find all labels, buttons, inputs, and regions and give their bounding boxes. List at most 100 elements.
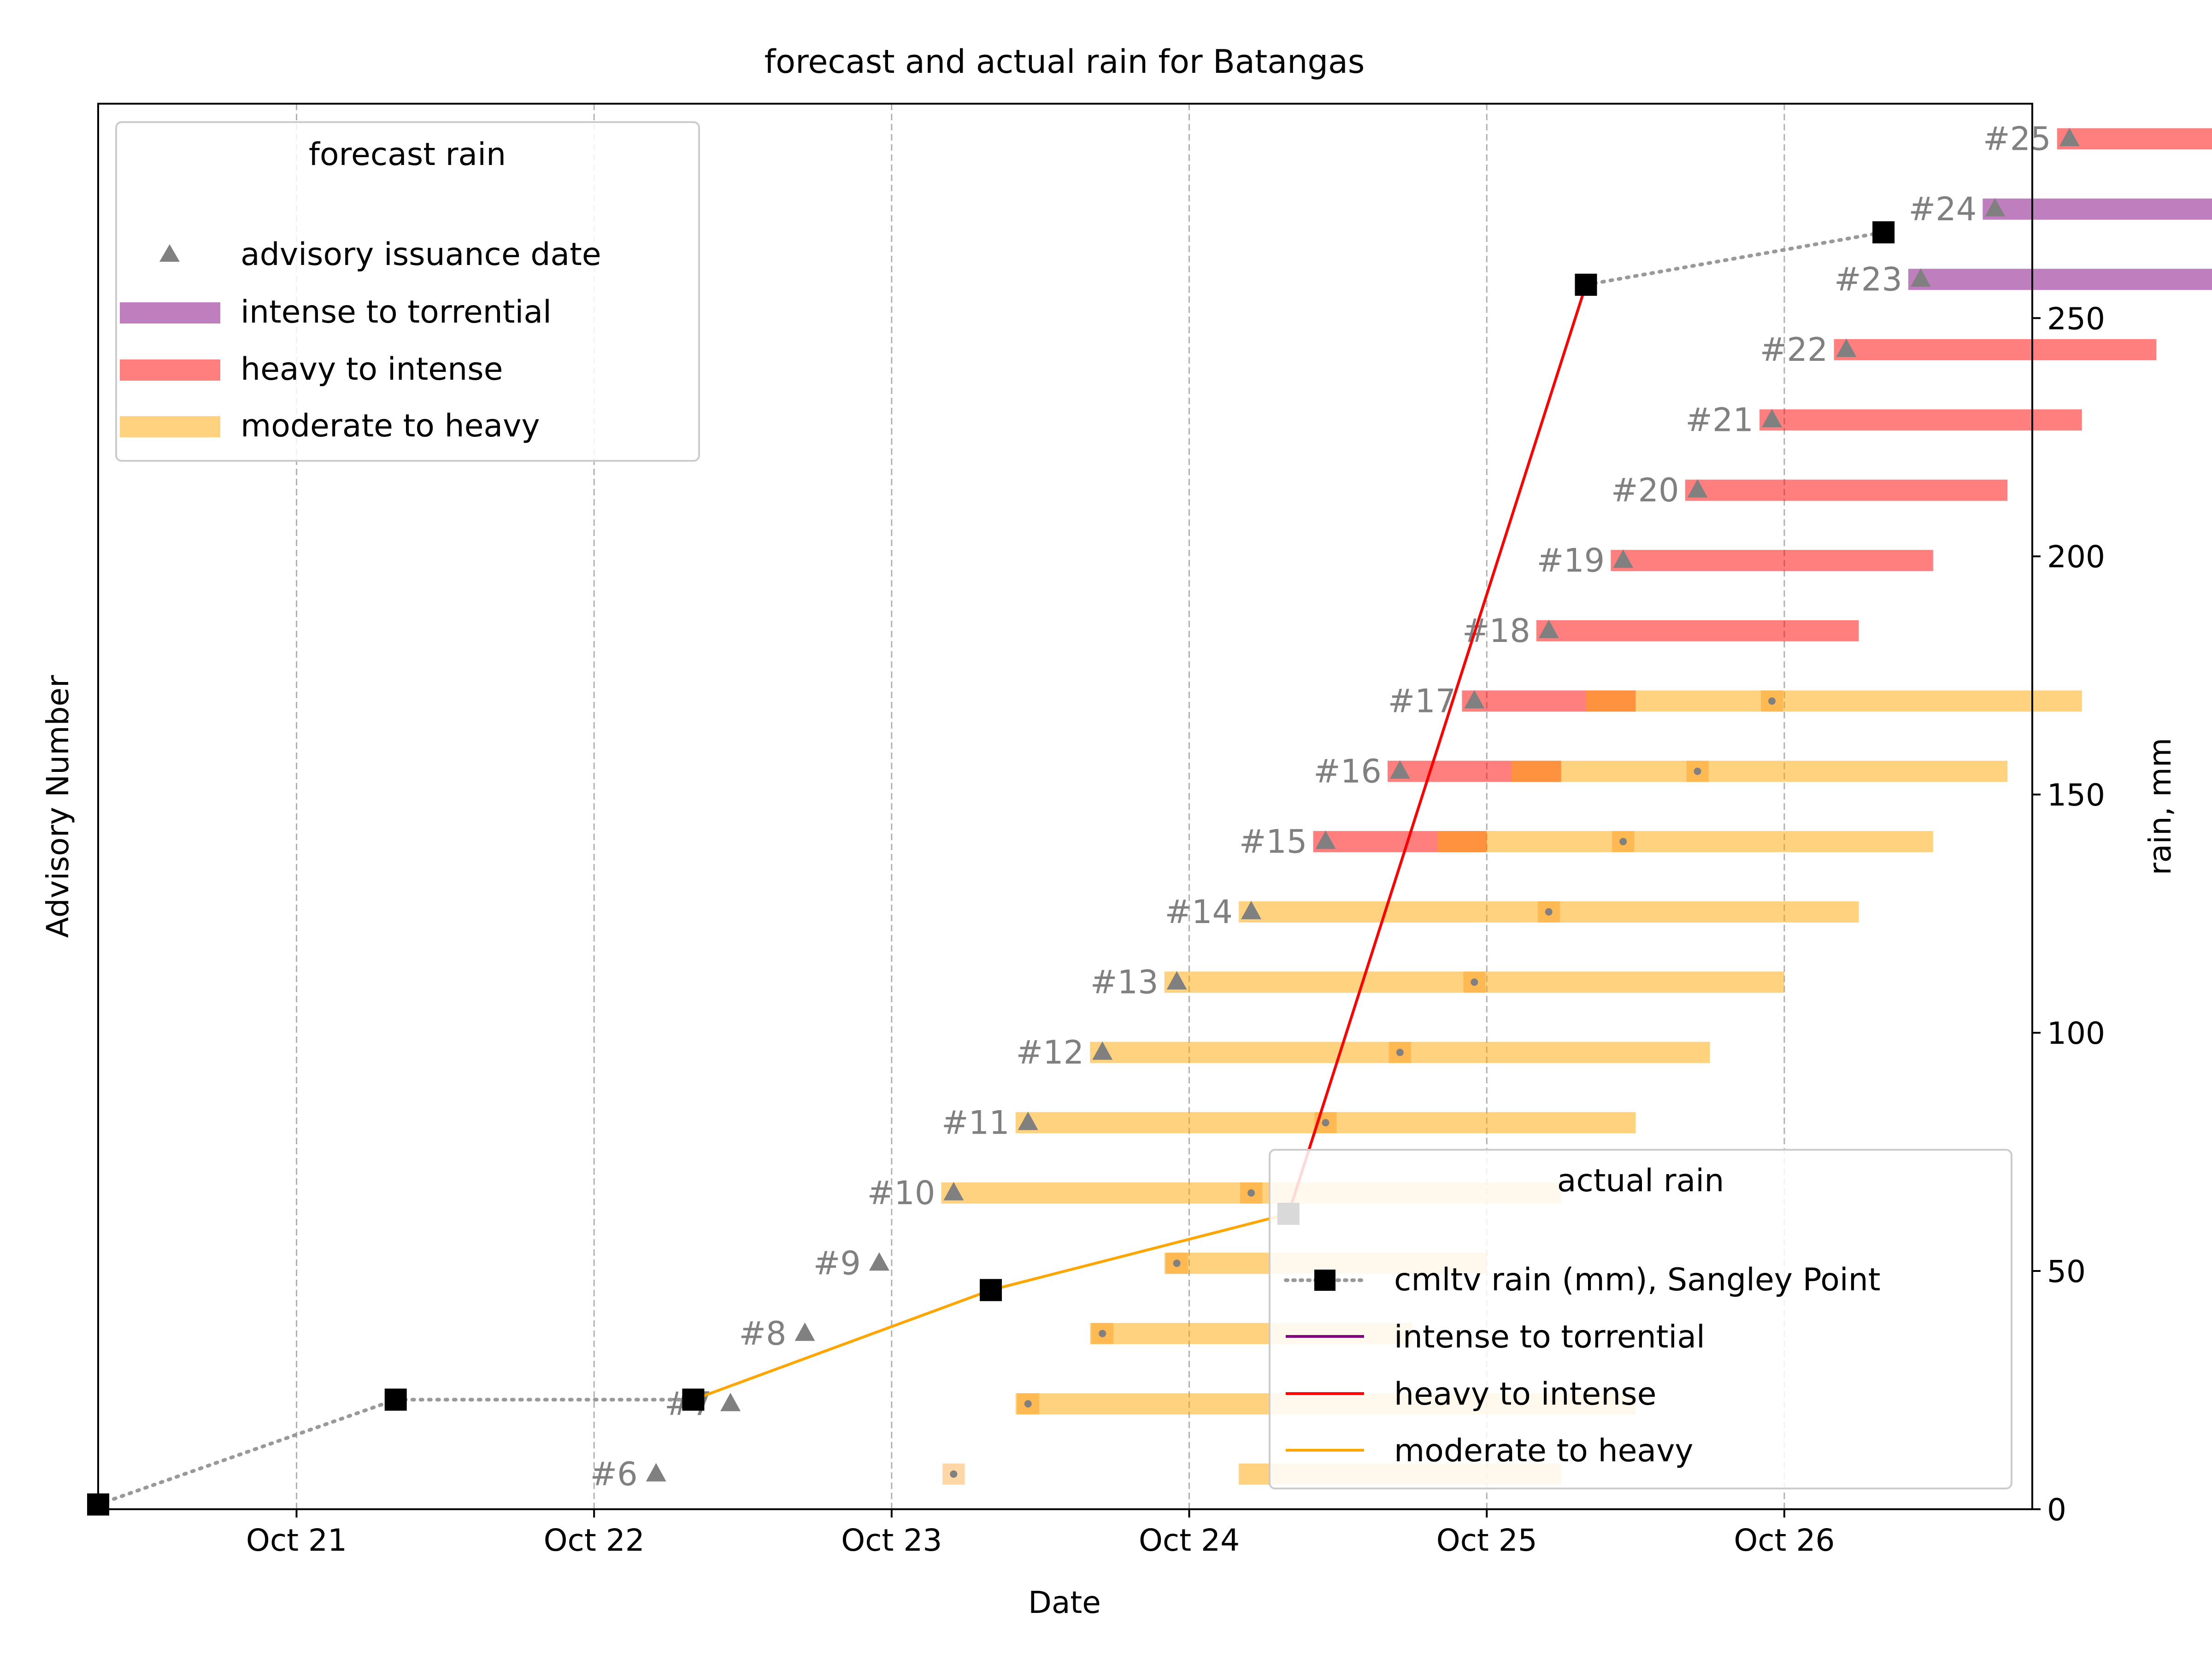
advisory-marker xyxy=(720,1393,741,1412)
advisory-marker xyxy=(794,1322,815,1341)
advisory-marker xyxy=(1910,268,1931,287)
forecast-legend-entry: advisory issuance date xyxy=(241,236,601,273)
rain-point xyxy=(682,1388,705,1411)
y-tick-label: 250 xyxy=(2047,301,2105,336)
legend-swatch-heavy xyxy=(120,359,220,381)
actual-legend-entry: moderate to heavy xyxy=(1394,1433,1694,1469)
forecast-legend: forecast rain advisory issuance date int… xyxy=(115,121,700,462)
legend-swatch-moderate xyxy=(120,416,220,437)
right-y-axis-label: rain, mm xyxy=(2142,738,2178,875)
y-tick-label: 150 xyxy=(2047,777,2105,813)
forecast-dot xyxy=(1694,767,1701,775)
advisory-marker xyxy=(1018,1112,1038,1130)
advisory-markers xyxy=(646,128,2080,1482)
advisory-label: #16 xyxy=(1313,753,1382,790)
forecast-bar xyxy=(1759,409,2082,431)
forecast-bar xyxy=(1536,620,1859,641)
advisory-label: #8 xyxy=(739,1315,786,1353)
legend-square-icon xyxy=(1314,1270,1335,1291)
rain-segment xyxy=(692,1288,993,1401)
y-tick-label: 200 xyxy=(2047,539,2105,575)
chart-title: forecast and actual rain for Batangas xyxy=(765,43,1365,81)
advisory-label: #9 xyxy=(813,1244,861,1282)
forecast-bar xyxy=(1834,339,2157,360)
actual-legend-entry: cmltv rain (mm), Sangley Point xyxy=(1394,1262,1881,1298)
actual-rain-legend: actual rain cmltv rain (mm), Sangley Poi… xyxy=(1269,1149,2012,1489)
advisory-marker xyxy=(1613,549,1634,568)
forecast-bar xyxy=(2057,128,2212,150)
forecast-bar xyxy=(1437,831,1933,853)
rain-point xyxy=(1872,221,1895,244)
advisory-marker xyxy=(1315,830,1336,849)
forecast-dot xyxy=(1322,1119,1330,1127)
forecast-bar xyxy=(1685,479,2008,501)
actual-legend-box xyxy=(1269,1149,2012,1489)
forecast-dot xyxy=(1024,1400,1032,1408)
advisory-marker xyxy=(1836,338,1857,357)
x-tick-label: Oct 26 xyxy=(1734,1523,1835,1558)
advisory-label: #24 xyxy=(1909,190,1977,228)
forecast-dot xyxy=(1396,1048,1404,1056)
advisory-marker xyxy=(1389,760,1410,779)
forecast-dot xyxy=(1768,697,1776,705)
advisory-labels: #6#7#8#9#10#11#12#13#14#15#16#17#18#19#2… xyxy=(590,120,2051,1493)
forecast-dot xyxy=(1247,1189,1255,1197)
advisory-label: #22 xyxy=(1760,331,1828,369)
forecast-bar xyxy=(1983,198,2212,220)
advisory-marker xyxy=(1985,198,2006,217)
advisory-marker xyxy=(943,1182,964,1200)
advisory-label: #14 xyxy=(1165,893,1233,931)
forecast-bar xyxy=(1908,269,2212,290)
forecast-dot xyxy=(1099,1330,1106,1337)
y-tick-label: 0 xyxy=(2047,1492,2066,1528)
actual-legend-entry: intense to torrential xyxy=(1394,1319,1705,1355)
x-tick-label: Oct 23 xyxy=(841,1523,942,1558)
advisory-label: #21 xyxy=(1685,401,1753,439)
left-y-axis-label: Advisory Number xyxy=(40,675,76,938)
x-tick-label: Oct 24 xyxy=(1139,1523,1240,1558)
x-tick-label: Oct 21 xyxy=(246,1523,347,1558)
advisory-marker xyxy=(1166,971,1187,990)
forecast-bar xyxy=(1586,690,2082,712)
rain-segment xyxy=(1584,230,1886,287)
y-tick-label: 100 xyxy=(2047,1016,2105,1051)
forecast-bar xyxy=(1611,550,1933,571)
advisory-label: #17 xyxy=(1388,682,1456,720)
advisory-marker xyxy=(1687,479,1708,498)
forecast-legend-entry: moderate to heavy xyxy=(241,408,540,444)
advisory-label: #23 xyxy=(1834,260,1902,298)
forecast-bar xyxy=(1512,760,2008,782)
advisory-label: #10 xyxy=(867,1174,935,1212)
rain-point xyxy=(1575,273,1597,296)
y-tick-label: 50 xyxy=(2047,1254,2086,1289)
x-tick-label: Oct 22 xyxy=(544,1523,645,1558)
forecast-dot xyxy=(1619,838,1627,846)
advisory-marker xyxy=(869,1252,889,1271)
advisory-label: #12 xyxy=(1016,1034,1084,1071)
advisory-label: #15 xyxy=(1239,823,1307,860)
advisory-marker xyxy=(1464,690,1485,709)
rain-segment xyxy=(96,1398,398,1506)
actual-rain-series xyxy=(87,221,1895,1516)
forecast-legend-entry: heavy to intense xyxy=(241,351,503,388)
advisory-marker xyxy=(646,1463,666,1482)
right-y-axis-ticks: 0 50 100 150 200 250 xyxy=(2032,301,2105,1528)
forecast-legend-entry: intense to torrential xyxy=(241,294,552,330)
actual-legend-title: actual rain xyxy=(1557,1163,1724,1199)
advisory-label: #11 xyxy=(941,1104,1010,1141)
legend-triangle-icon xyxy=(159,244,180,262)
plot-frame xyxy=(97,103,2033,1510)
forecast-dot xyxy=(950,1470,958,1478)
rain-point xyxy=(980,1279,1002,1301)
advisory-marker xyxy=(2059,128,2080,147)
forecast-legend-title: forecast rain xyxy=(309,136,506,173)
x-tick-label: Oct 25 xyxy=(1436,1523,1537,1558)
forecast-dot xyxy=(1545,908,1553,916)
rain-segment xyxy=(989,1212,1290,1292)
advisory-label: #20 xyxy=(1611,471,1679,509)
advisory-label: #19 xyxy=(1536,541,1605,579)
advisory-label: #6 xyxy=(590,1455,637,1493)
advisory-marker xyxy=(1092,1041,1113,1060)
advisory-marker xyxy=(1538,619,1559,638)
